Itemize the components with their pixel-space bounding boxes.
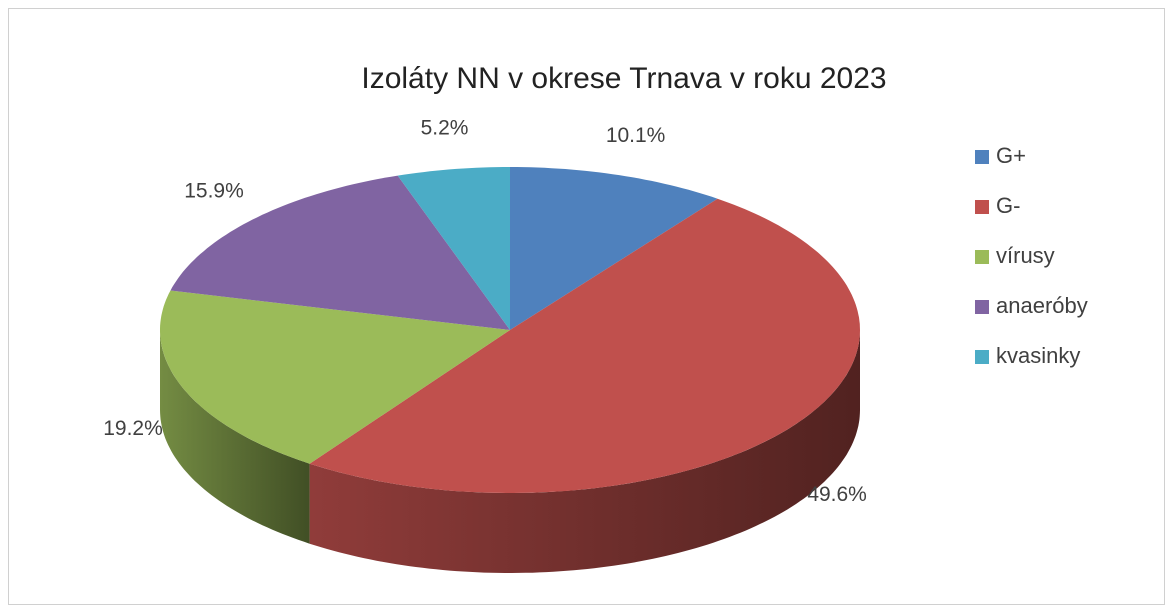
slice-side [160, 330, 310, 544]
legend-swatch [975, 200, 989, 214]
slice [309, 198, 861, 493]
legend-swatch [975, 300, 989, 314]
slice [160, 290, 510, 464]
legend-label: anaeróby [996, 293, 1088, 318]
slice-side [309, 330, 861, 573]
slice [397, 167, 510, 330]
legend-label: kvasinky [996, 343, 1080, 368]
legend-label: G+ [996, 143, 1026, 168]
legend-swatch [975, 350, 989, 364]
data-label: 19.2% [103, 417, 163, 440]
chart-title: Izoláty NN v okrese Trnava v roku 2023 [361, 62, 886, 95]
legend-swatch [975, 150, 989, 164]
legend-label: vírusy [996, 243, 1055, 268]
data-label: 15.9% [184, 179, 244, 202]
slice [170, 175, 510, 330]
slice [510, 167, 718, 330]
data-label: 49.6% [807, 483, 867, 506]
legend-label: G- [996, 193, 1020, 218]
data-label: 5.2% [421, 117, 469, 140]
legend-swatch [975, 250, 989, 264]
data-label: 10.1% [606, 124, 666, 147]
